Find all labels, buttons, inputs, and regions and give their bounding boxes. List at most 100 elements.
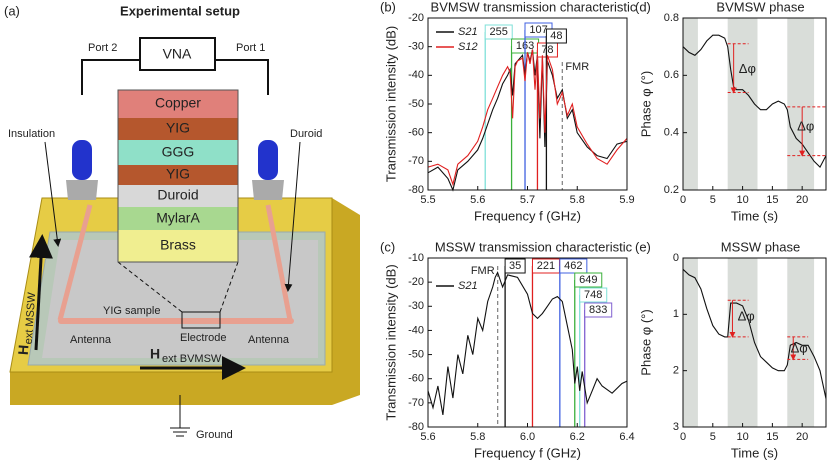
marker-label: 221 [537, 260, 555, 272]
x-tick-label: 20 [796, 431, 808, 443]
y-tick-label: -80 [408, 184, 424, 196]
marker-label: 255 [490, 26, 508, 38]
x-tick-label: 5.9 [619, 194, 634, 206]
y-tick-label: -40 [408, 69, 424, 81]
y-tick-label: 1 [673, 308, 679, 320]
layer [118, 207, 238, 230]
chart-title: MSSW transmission characteristic [435, 239, 633, 254]
y-tick-label: -80 [408, 421, 424, 433]
x-tick-label: 5.6 [420, 431, 435, 443]
series-line [427, 271, 628, 415]
annotation: Δφ [739, 61, 756, 76]
sample-label: YIG sample [103, 305, 160, 317]
probe-tip [66, 180, 98, 200]
layer-label: YIG [166, 166, 190, 182]
x-tick-label: 5.8 [470, 431, 485, 443]
marker-label: FMR [471, 265, 495, 277]
layer [118, 118, 238, 140]
y-tick-label: 3 [673, 421, 679, 433]
zoom-line [117, 261, 239, 313]
layer-label: MylarA [156, 210, 200, 226]
y-tick-label: -50 [408, 98, 424, 110]
pointer [284, 141, 301, 292]
plot-frame [682, 257, 827, 428]
y-tick-label: 0.8 [664, 12, 679, 24]
legend-label: S21 [458, 280, 478, 292]
port-label: Port 2 [88, 42, 117, 54]
shaded-band [727, 18, 758, 190]
setup-title: Experimental setup [120, 3, 240, 18]
y-tick-label: -30 [408, 300, 424, 312]
y-tick-label: -60 [408, 127, 424, 139]
vna-box [139, 37, 216, 71]
x-tick-label: 6.4 [619, 431, 634, 443]
port-label: Port 1 [236, 42, 265, 54]
x-tick-label: 5.7 [520, 194, 535, 206]
x-axis-label: Frequency f (GHz) [474, 445, 581, 460]
y-tick-label: -10 [408, 252, 424, 264]
electrode-label: Electrode [180, 332, 226, 344]
y-tick-label: -40 [408, 324, 424, 336]
sample-box [181, 311, 221, 329]
field-label: H [15, 344, 32, 355]
shaded-band [787, 258, 815, 427]
layer-label: GGG [162, 144, 195, 160]
x-tick-label: 6.2 [570, 431, 585, 443]
antenna-label: Antenna [248, 334, 290, 346]
ground-symbol [170, 395, 190, 437]
y-tick-label: -70 [408, 155, 424, 167]
y-tick-label: 2 [673, 365, 679, 377]
x-tick-label: 20 [796, 194, 808, 206]
y-axis-label: Transmission intensity (dB) [383, 264, 398, 420]
panel-label: (b) [380, 0, 396, 14]
legend-label: S12 [458, 41, 478, 53]
marker-label: FMR [565, 61, 589, 73]
x-tick-label: 5.6 [470, 194, 485, 206]
annotation: Δφ [791, 341, 808, 356]
antenna-label: Antenna [70, 334, 112, 346]
y-tick-label: -30 [408, 41, 424, 53]
series-line [682, 268, 827, 399]
x-tick-label: 10 [736, 431, 748, 443]
layer-label: Duroid [157, 187, 198, 203]
layer [118, 230, 238, 262]
panel-label: (c) [380, 239, 395, 254]
y-tick-label: 0.2 [664, 184, 679, 196]
pointer [44, 141, 62, 247]
x-tick-label: 15 [766, 431, 778, 443]
y-tick-label: 0 [673, 252, 679, 264]
x-axis-label: Time (s) [731, 208, 778, 223]
x-tick-label: 0 [680, 431, 686, 443]
layer [118, 185, 238, 207]
shaded-band [683, 258, 698, 427]
field-subscript: ext MSSW [23, 291, 39, 344]
marker-label: 48 [550, 30, 562, 42]
y-axis-label: Phase φ (°) [638, 71, 653, 137]
marker-box [584, 302, 613, 318]
y-tick-label: -50 [408, 348, 424, 360]
cable [81, 59, 269, 95]
y-axis-label: Phase φ (°) [638, 309, 653, 375]
probe-tip [252, 180, 284, 200]
antenna-wire [57, 204, 293, 321]
layer [118, 90, 238, 118]
chart-title: BVMSW transmission characteristic [431, 0, 637, 14]
x-tick-label: 0 [680, 194, 686, 206]
layer-stack: Copper YIG GGG YIG Duroid MylarA Brass [117, 89, 239, 263]
shaded-band [787, 18, 815, 190]
electrode-strip [58, 318, 294, 324]
chart-title: BVMSW phase [716, 0, 804, 14]
probe [258, 140, 278, 180]
layer [118, 165, 238, 185]
shaded-band [683, 18, 698, 190]
marker-box [545, 28, 567, 44]
marker-box [579, 287, 608, 303]
y-tick-label: -20 [408, 276, 424, 288]
legend-label: S21 [458, 26, 478, 38]
marker-box [504, 258, 526, 274]
marker-box [559, 258, 588, 274]
plot-frame [682, 17, 827, 191]
insulation-layer [42, 240, 318, 358]
marker-label: 78 [541, 44, 553, 56]
